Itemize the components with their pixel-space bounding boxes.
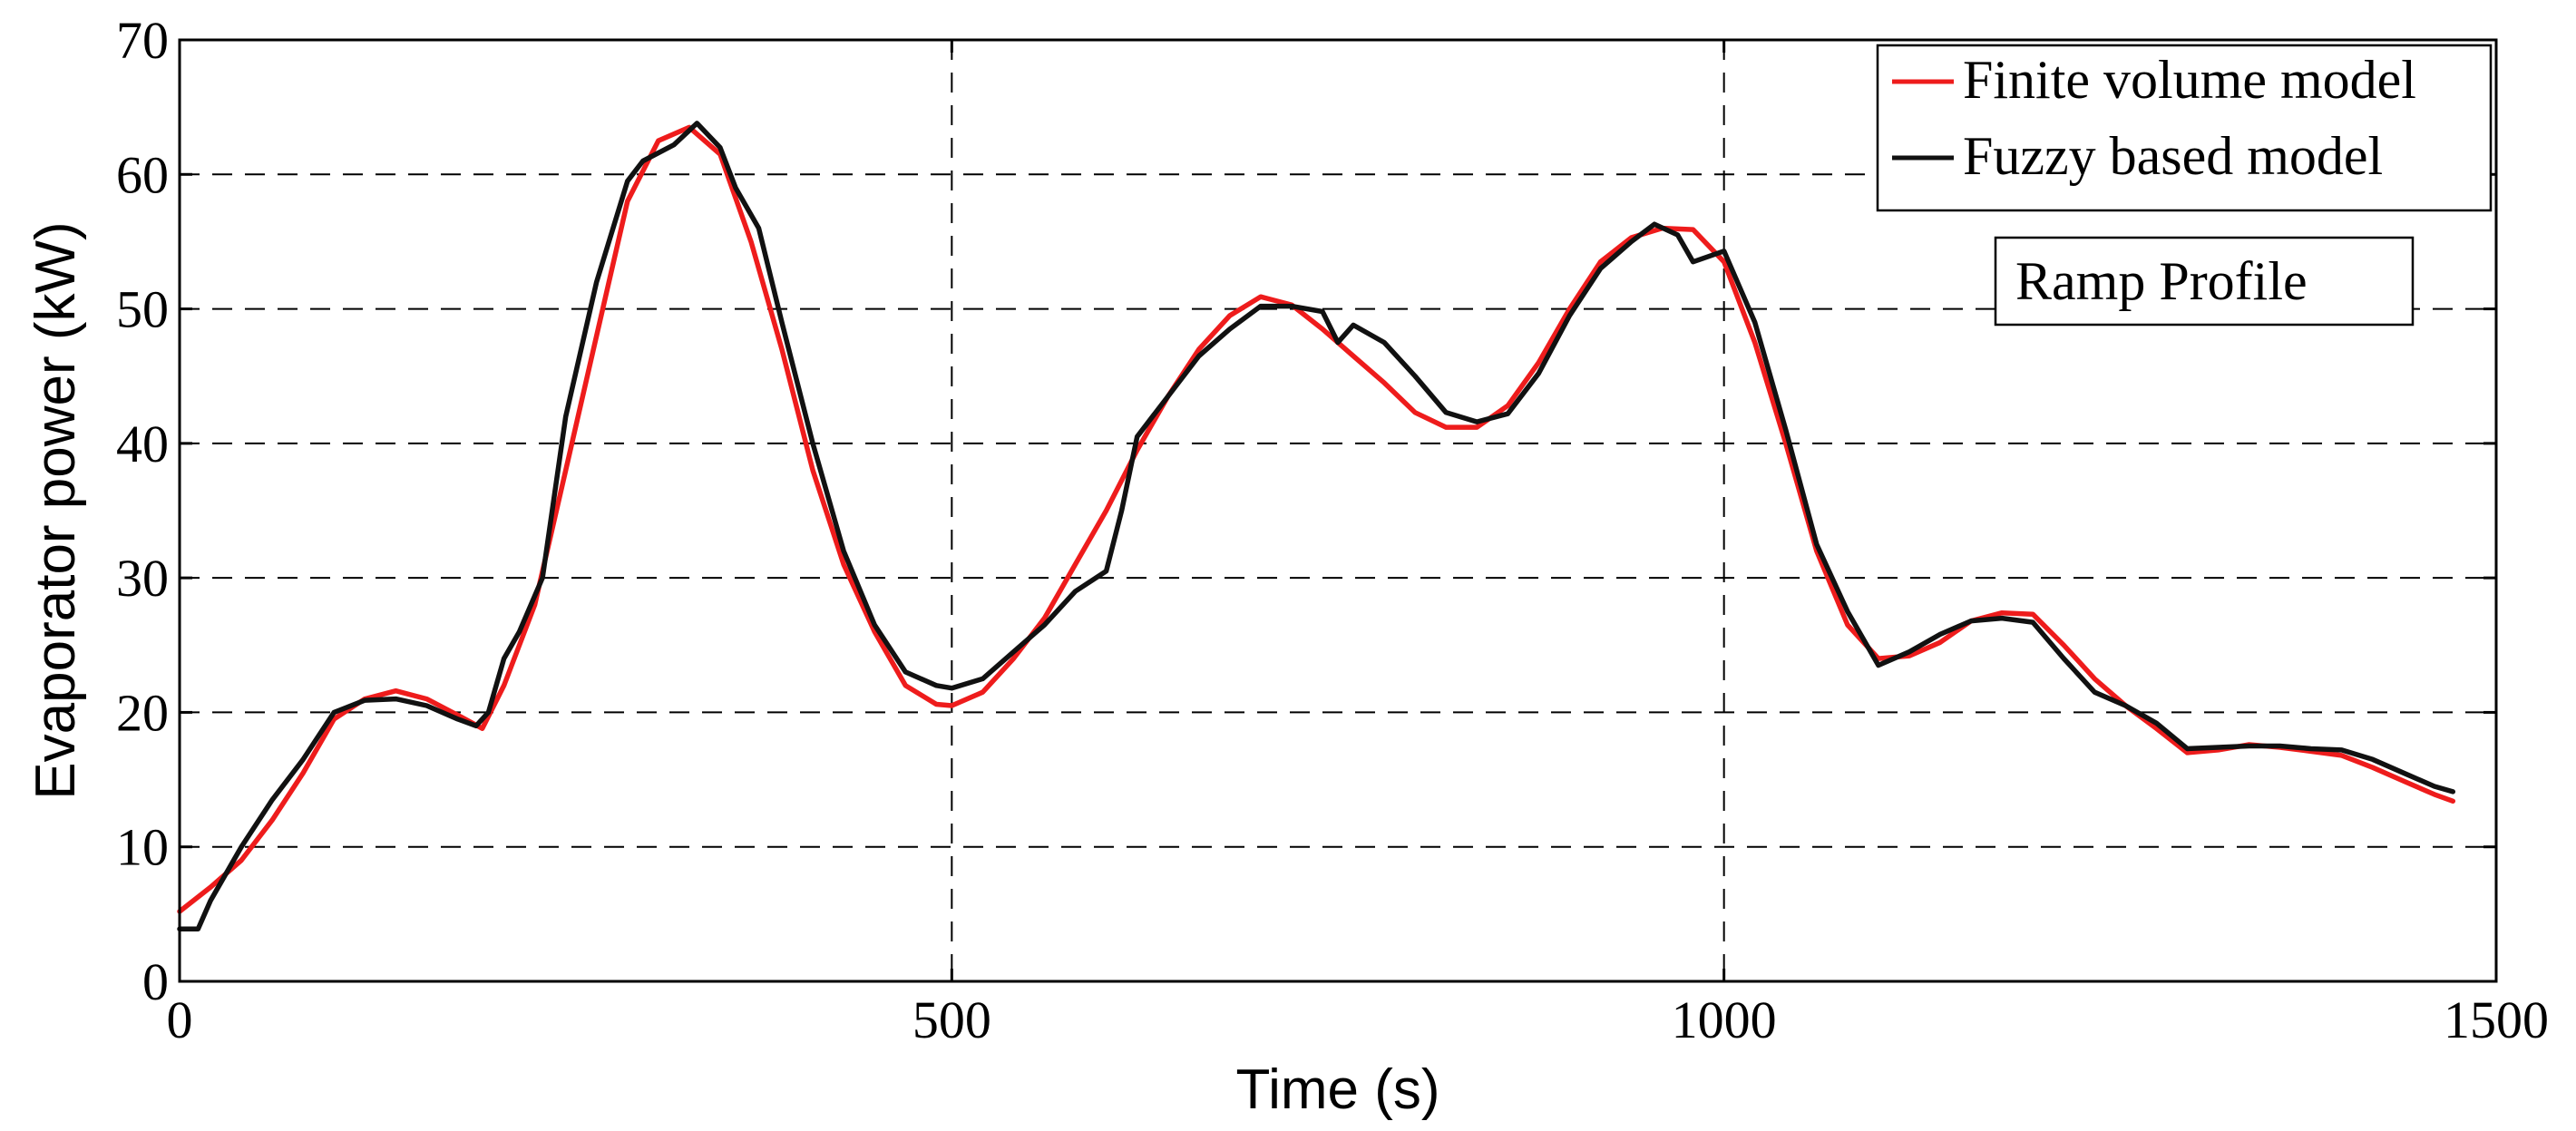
annotation: Ramp Profile <box>1994 236 2415 327</box>
x-tick-label: 0 <box>167 990 193 1049</box>
legend-label-fuzzy-based: Fuzzy based model <box>1963 126 2383 186</box>
x-axis-title: Time (s) <box>1236 1058 1440 1121</box>
y-axis-title: Evaporator power (kW) <box>24 221 87 799</box>
y-tick-label: 50 <box>116 280 169 339</box>
y-tick-label: 0 <box>142 952 169 1011</box>
y-tick-label: 20 <box>116 683 169 742</box>
x-tick-label: 500 <box>912 990 991 1049</box>
y-tick-label: 30 <box>116 549 169 608</box>
series-layer <box>177 121 2456 931</box>
legend-label-finite-volume: Finite volume model <box>1963 50 2416 110</box>
series-line-fuzzy-based <box>177 121 2456 931</box>
plot-frame <box>178 38 2498 983</box>
y-tick-label: 70 <box>116 11 169 70</box>
tick-layer: 0 500 1000 1500 0 10 20 30 40 50 60 70 <box>116 11 2549 1049</box>
y-tick-label: 60 <box>116 145 169 204</box>
annotation-box <box>1994 236 2415 327</box>
x-tick-label: 1500 <box>2444 990 2549 1049</box>
annotation-ramp-profile: Ramp Profile <box>2015 251 2308 311</box>
y-tick-label: 40 <box>116 414 169 473</box>
x-tick-label: 1000 <box>1672 990 1777 1049</box>
y-tick-label: 10 <box>116 818 169 877</box>
legend-box <box>1876 44 2493 212</box>
legend: Finite volume model Fuzzy based model <box>1876 44 2493 212</box>
